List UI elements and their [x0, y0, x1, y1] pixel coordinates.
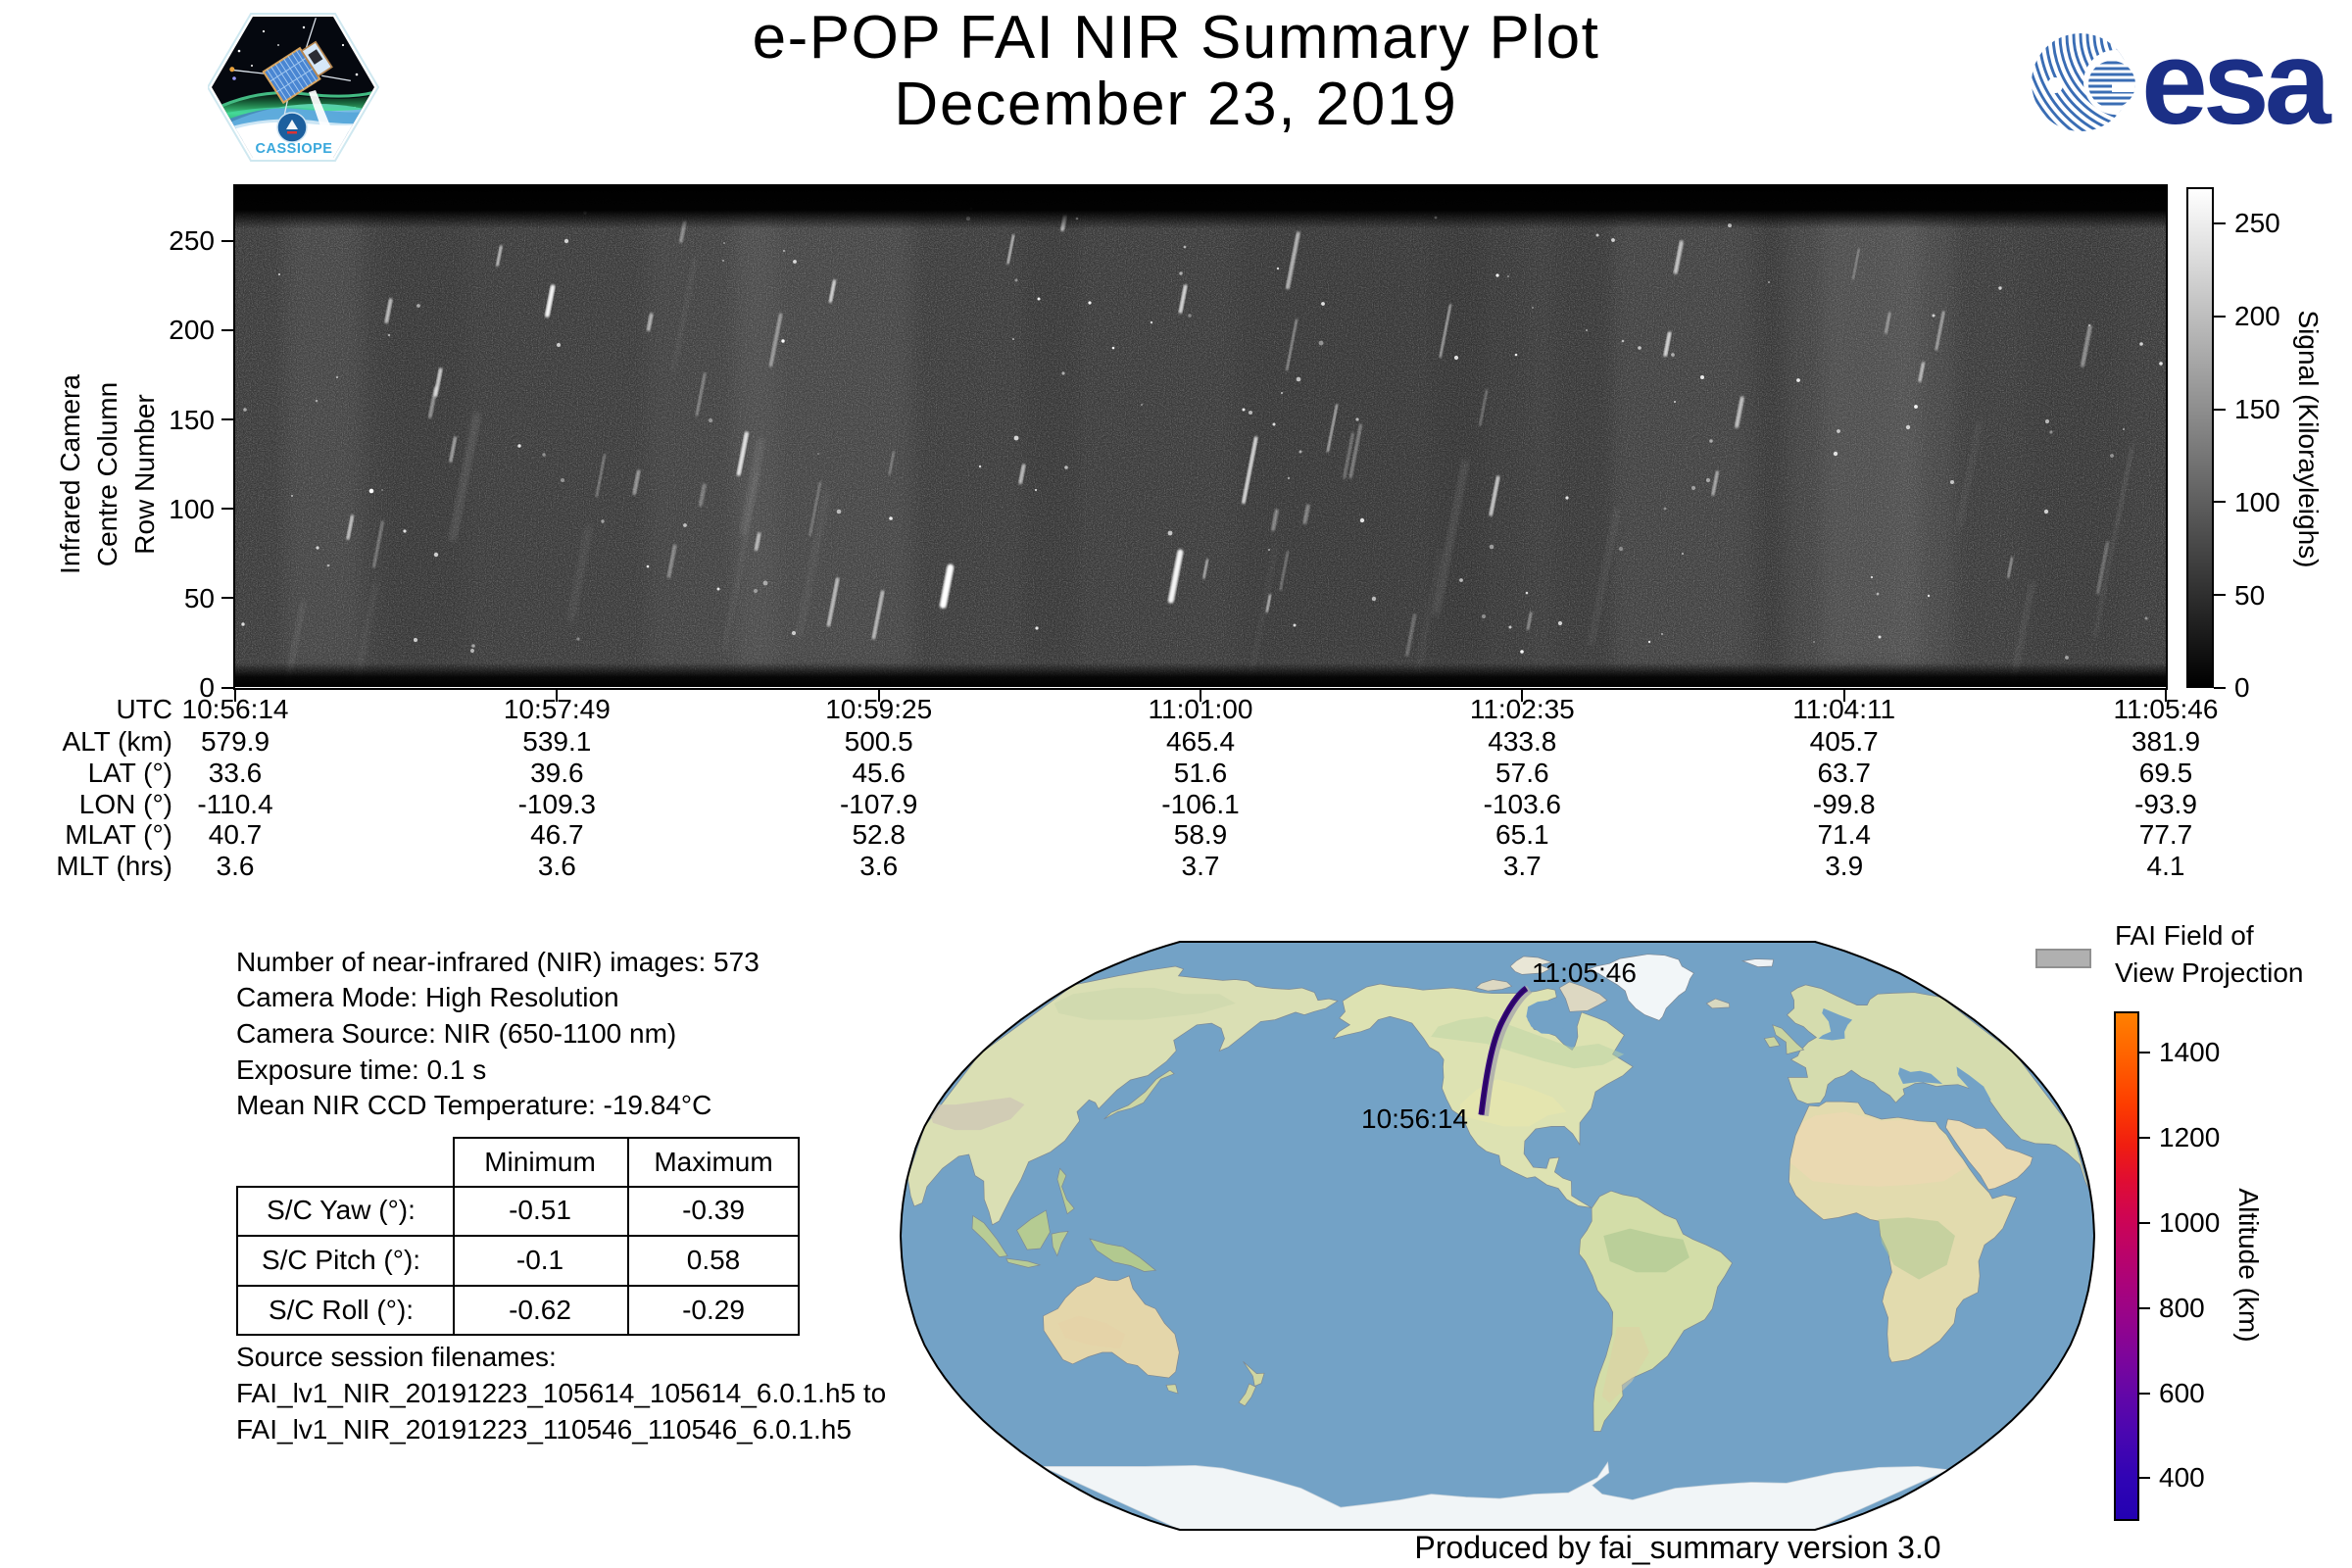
- svg-text:CASSIOPE: CASSIOPE: [256, 141, 333, 157]
- svg-text:esa: esa: [2141, 24, 2332, 141]
